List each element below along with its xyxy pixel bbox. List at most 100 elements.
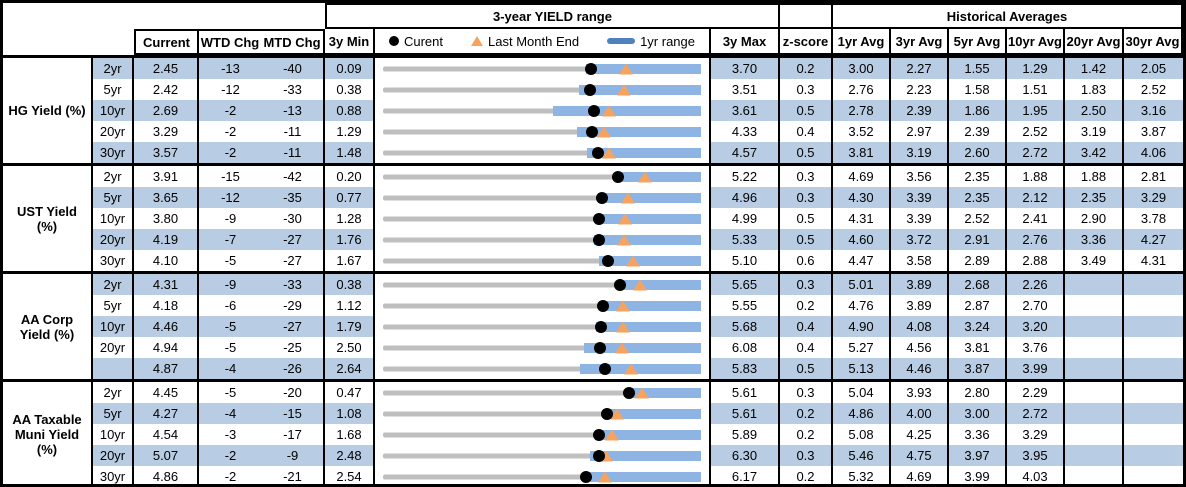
avg-30yr-cell — [1124, 466, 1183, 484]
avg-30yr-cell: 2.05 — [1124, 58, 1183, 79]
max-3y-header: 3y Max — [711, 29, 780, 55]
range-chart — [383, 295, 701, 316]
range-track — [383, 411, 701, 416]
last-month-end-marker — [619, 63, 634, 74]
avg-30yr-cell: 3.29 — [1124, 187, 1183, 208]
avg-10yr-cell: 2.29 — [1007, 382, 1065, 403]
current-dot-marker — [602, 254, 615, 267]
avg-20yr-header: 20yr Avg — [1065, 29, 1124, 55]
current-dot-marker — [593, 341, 606, 354]
avg-30yr-cell: 3.78 — [1124, 208, 1183, 229]
avg-30yr-cell: 3.16 — [1124, 100, 1183, 121]
avg-20yr-cell: 3.49 — [1065, 250, 1124, 271]
max-3y-cell: 5.61 — [711, 403, 780, 424]
avg-3yr-cell: 4.25 — [891, 424, 949, 445]
avg-30yr-cell: 4.27 — [1124, 229, 1183, 250]
avg-3yr-cell: 3.72 — [891, 229, 949, 250]
table-row: 30yr 4.86 -2 -21 2.54 6.17 0.2 5.32 4.69 3.99 4.03 — [93, 466, 1183, 484]
avg-1yr-cell: 5.04 — [833, 382, 891, 403]
one-yr-range-bar — [602, 408, 701, 419]
wtd-chg-cell: -4 — [199, 403, 262, 424]
range-chart-cell — [375, 466, 711, 484]
avg-1yr-cell: 4.90 — [833, 316, 891, 337]
mtd-chg-cell: -27 — [262, 229, 325, 250]
wtd-chg-cell: -2 — [199, 142, 262, 163]
tenor-cell: 2yr — [93, 166, 134, 187]
current-dot-marker — [595, 320, 608, 333]
avg-10yr-cell: 1.29 — [1007, 58, 1065, 79]
tenor-cell: 10yr — [93, 208, 134, 229]
tenor-cell: 20yr — [93, 229, 134, 250]
avg-20yr-cell — [1065, 424, 1124, 445]
avg-1yr-cell: 5.08 — [833, 424, 891, 445]
avg-10yr-cell: 3.95 — [1007, 445, 1065, 466]
yield-range-header: 3-year YIELD range — [325, 3, 780, 29]
mtd-chg-cell: -20 — [262, 382, 325, 403]
avg-5yr-cell: 1.86 — [949, 100, 1007, 121]
tenor-cell: 10yr — [93, 424, 134, 445]
current-dot-marker — [587, 104, 600, 117]
max-3y-cell: 5.55 — [711, 295, 780, 316]
last-month-end-marker — [626, 255, 641, 266]
wtd-chg-cell: -2 — [199, 445, 262, 466]
table-row: 2yr 3.91 -15 -42 0.20 5.22 0.3 4.69 3.56 2.35 1.88… — [93, 166, 1183, 187]
range-track — [383, 453, 701, 458]
avg-10yr-cell: 3.20 — [1007, 316, 1065, 337]
current-cell: 4.27 — [134, 403, 199, 424]
mtd-chg-cell: -17 — [262, 424, 325, 445]
tenor-cell: 5yr — [93, 187, 134, 208]
current-dot-marker — [592, 449, 605, 462]
avg-5yr-cell: 3.97 — [949, 445, 1007, 466]
range-track — [383, 108, 701, 113]
range-chart — [383, 187, 701, 208]
range-track — [383, 282, 701, 287]
one-yr-range-bar — [595, 321, 701, 332]
range-bar-icon — [607, 38, 636, 44]
avg-30yr-cell: 3.87 — [1124, 121, 1183, 142]
one-yr-range-bar — [576, 126, 701, 137]
avg-5yr-cell: 3.99 — [949, 466, 1007, 484]
mtd-chg-cell: -9 — [262, 445, 325, 466]
avg-5yr-cell: 1.58 — [949, 79, 1007, 100]
avg-3yr-cell: 4.46 — [891, 358, 949, 379]
avg-5yr-cell: 2.68 — [949, 274, 1007, 295]
avg-3yr-cell: 3.39 — [891, 208, 949, 229]
tenor-cell: 30yr — [93, 466, 134, 484]
last-month-end-marker — [616, 300, 631, 311]
one-yr-range-bar — [579, 84, 701, 95]
current-dot-marker — [592, 146, 605, 159]
avg-30yr-cell — [1124, 445, 1183, 466]
avg-30yr-cell: 4.31 — [1124, 250, 1183, 271]
range-chart-cell — [375, 316, 711, 337]
avg-20yr-cell — [1065, 445, 1124, 466]
max-3y-cell: 6.30 — [711, 445, 780, 466]
max-3y-cell: 4.33 — [711, 121, 780, 142]
min-3y-cell: 2.48 — [325, 445, 375, 466]
avg-10yr-cell: 4.03 — [1007, 466, 1065, 484]
current-dot-icon — [388, 36, 399, 46]
avg-10yr-cell: 3.29 — [1007, 424, 1065, 445]
table-row: 20yr 3.29 -2 -11 1.29 4.33 0.4 3.52 2.97 2.39 2.52… — [93, 121, 1183, 142]
current-dot-marker — [599, 362, 612, 375]
range-track — [383, 195, 701, 200]
mtd-chg-cell: -27 — [262, 250, 325, 271]
max-3y-cell: 4.99 — [711, 208, 780, 229]
mtd-chg-cell: -13 — [262, 100, 325, 121]
avg-3yr-cell: 3.58 — [891, 250, 949, 271]
current-dot-marker — [593, 212, 605, 225]
wtd-chg-cell: -12 — [199, 187, 262, 208]
z-score-cell: 0.3 — [780, 166, 833, 187]
avg-1yr-cell: 3.81 — [833, 142, 891, 163]
group-rows: 2yr 4.31 -9 -33 0.38 5.65 0.3 5.01 3.89 2.68 2.26 5… — [93, 274, 1183, 379]
avg-5yr-header: 5yr Avg — [949, 29, 1007, 55]
z-score-cell: 0.6 — [780, 250, 833, 271]
range-track — [383, 129, 701, 134]
avg-3yr-cell: 4.00 — [891, 403, 949, 424]
avg-3yr-cell: 3.89 — [891, 295, 949, 316]
last-month-end-marker — [602, 147, 617, 158]
z-score-cell: 0.2 — [780, 58, 833, 79]
current-cell: 3.91 — [134, 166, 199, 187]
mtd-chg-cell: -11 — [262, 142, 325, 163]
group-rows: 2yr 4.45 -5 -20 0.47 5.61 0.3 5.04 3.93 2.80 2.29 5… — [93, 382, 1183, 484]
min-3y-cell: 1.12 — [325, 295, 375, 316]
